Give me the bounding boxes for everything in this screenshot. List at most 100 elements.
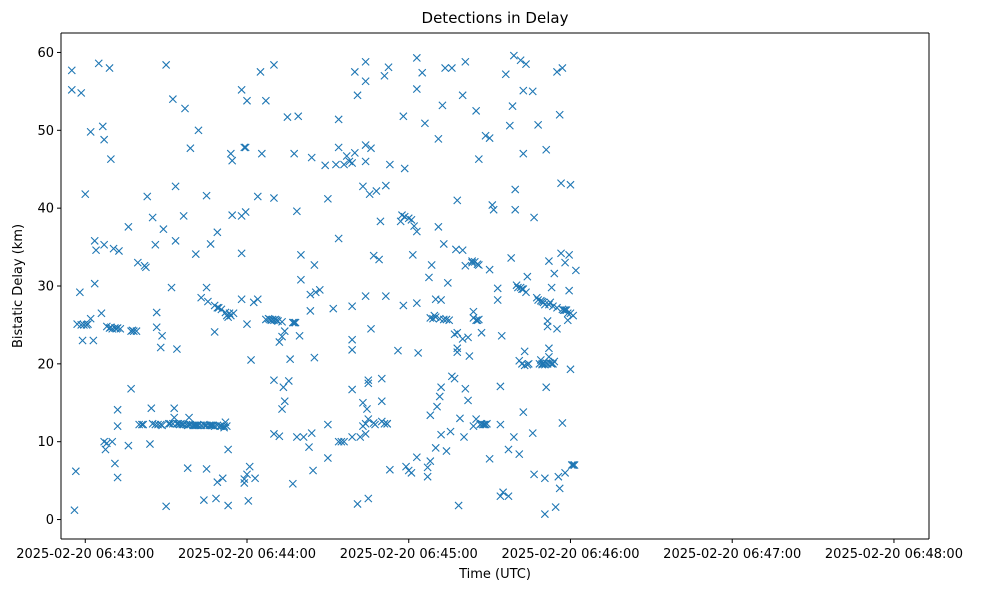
data-point-marker: [499, 488, 508, 497]
data-point-marker: [275, 432, 284, 441]
data-point-marker: [519, 408, 528, 417]
data-point-marker: [371, 420, 380, 429]
data-point-marker: [290, 318, 299, 327]
data-point-marker: [240, 475, 249, 484]
data-point-marker: [485, 454, 494, 463]
data-point-marker: [544, 344, 553, 353]
data-point-marker: [511, 205, 520, 214]
data-point-marker: [453, 348, 462, 357]
data-point-marker: [489, 205, 498, 214]
data-point-marker: [540, 474, 549, 483]
data-point-marker: [203, 297, 212, 306]
chart-title: Detections in Delay: [422, 9, 569, 27]
data-point-marker: [528, 87, 537, 96]
data-point-marker: [443, 278, 452, 287]
data-point-marker: [469, 422, 478, 431]
data-point-marker: [504, 492, 513, 501]
data-point-marker: [113, 473, 122, 482]
data-point-marker: [113, 422, 122, 431]
data-point-marker: [309, 466, 318, 475]
data-point-marker: [553, 303, 561, 312]
data-point-marker: [310, 260, 319, 269]
data-point-marker: [565, 286, 574, 295]
data-point-marker: [280, 327, 289, 336]
data-point-marker: [283, 113, 292, 122]
data-point-marker: [505, 121, 514, 130]
data-point-marker: [508, 102, 517, 111]
data-point-marker: [348, 385, 357, 394]
data-point-marker: [472, 106, 481, 115]
data-point-marker: [423, 463, 432, 472]
data-point-marker: [170, 413, 179, 422]
data-point-marker: [424, 273, 433, 282]
data-point-marker: [253, 192, 262, 201]
data-point-marker: [434, 134, 443, 143]
data-point-marker: [567, 461, 576, 470]
data-point-marker: [97, 309, 106, 318]
data-point-marker: [402, 462, 411, 471]
data-point-marker: [288, 318, 297, 327]
data-point-marker: [86, 314, 95, 323]
data-point-marker: [106, 155, 115, 164]
data-point-marker: [245, 462, 254, 471]
data-point-marker: [420, 119, 429, 128]
data-point-marker: [385, 465, 394, 474]
y-axis-ticks: 0 10 20 30 40 50 60: [37, 46, 61, 528]
data-point-marker: [133, 258, 142, 267]
data-point-marker: [171, 236, 180, 245]
data-point-marker: [243, 320, 251, 329]
data-point-marker: [280, 397, 289, 406]
data-point-marker: [468, 258, 477, 267]
data-point-marker: [77, 88, 86, 97]
data-point-marker: [482, 419, 491, 428]
data-point-marker: [228, 156, 237, 165]
data-point-marker: [464, 333, 473, 342]
data-point-marker: [412, 453, 421, 462]
data-point-marker: [171, 182, 180, 191]
data-point-marker: [353, 91, 362, 100]
data-point-marker: [334, 234, 343, 243]
data-point-marker: [474, 155, 483, 164]
data-point-marker: [213, 303, 222, 312]
data-point-marker: [504, 445, 513, 454]
data-point-marker: [361, 77, 370, 86]
data-point-marker: [71, 467, 80, 476]
x-tick-label: 2025-02-20 06:44:00: [178, 547, 316, 562]
data-point-marker: [181, 104, 189, 113]
data-point-marker: [544, 300, 553, 309]
data-point-marker: [141, 263, 150, 272]
data-point-marker: [447, 64, 456, 73]
data-point-marker: [278, 405, 287, 413]
data-point-marker: [243, 96, 251, 105]
data-point-marker: [237, 85, 246, 94]
data-point-marker: [375, 255, 384, 264]
x-tick-label: 2025-02-20 06:47:00: [663, 547, 801, 562]
data-point-marker: [540, 510, 549, 519]
data-point-marker: [426, 411, 435, 420]
data-point-marker: [361, 292, 370, 301]
data-point-marker: [519, 149, 528, 158]
data-point-marker: [244, 496, 253, 505]
data-point-marker: [75, 288, 84, 297]
data-point-marker: [543, 322, 552, 331]
data-point-marker: [256, 67, 265, 76]
data-point-marker: [356, 433, 365, 442]
data-point-marker: [460, 433, 468, 442]
data-point-marker: [212, 494, 220, 503]
data-point-marker: [168, 95, 177, 104]
data-point-marker: [408, 250, 417, 259]
data-point-marker: [307, 153, 316, 162]
data-point-marker: [202, 464, 211, 473]
data-point-marker: [199, 496, 208, 505]
data-point-marker: [550, 357, 559, 366]
data-point-marker: [364, 379, 373, 388]
data-point-marker: [381, 181, 390, 190]
data-point-marker: [555, 484, 564, 493]
data-point-marker: [520, 347, 529, 356]
data-point-marker: [546, 298, 555, 307]
data-point-marker: [361, 157, 370, 166]
data-point-marker: [249, 298, 258, 307]
data-point-marker: [569, 461, 578, 470]
data-point-marker: [124, 441, 133, 450]
data-point-marker: [358, 398, 367, 407]
